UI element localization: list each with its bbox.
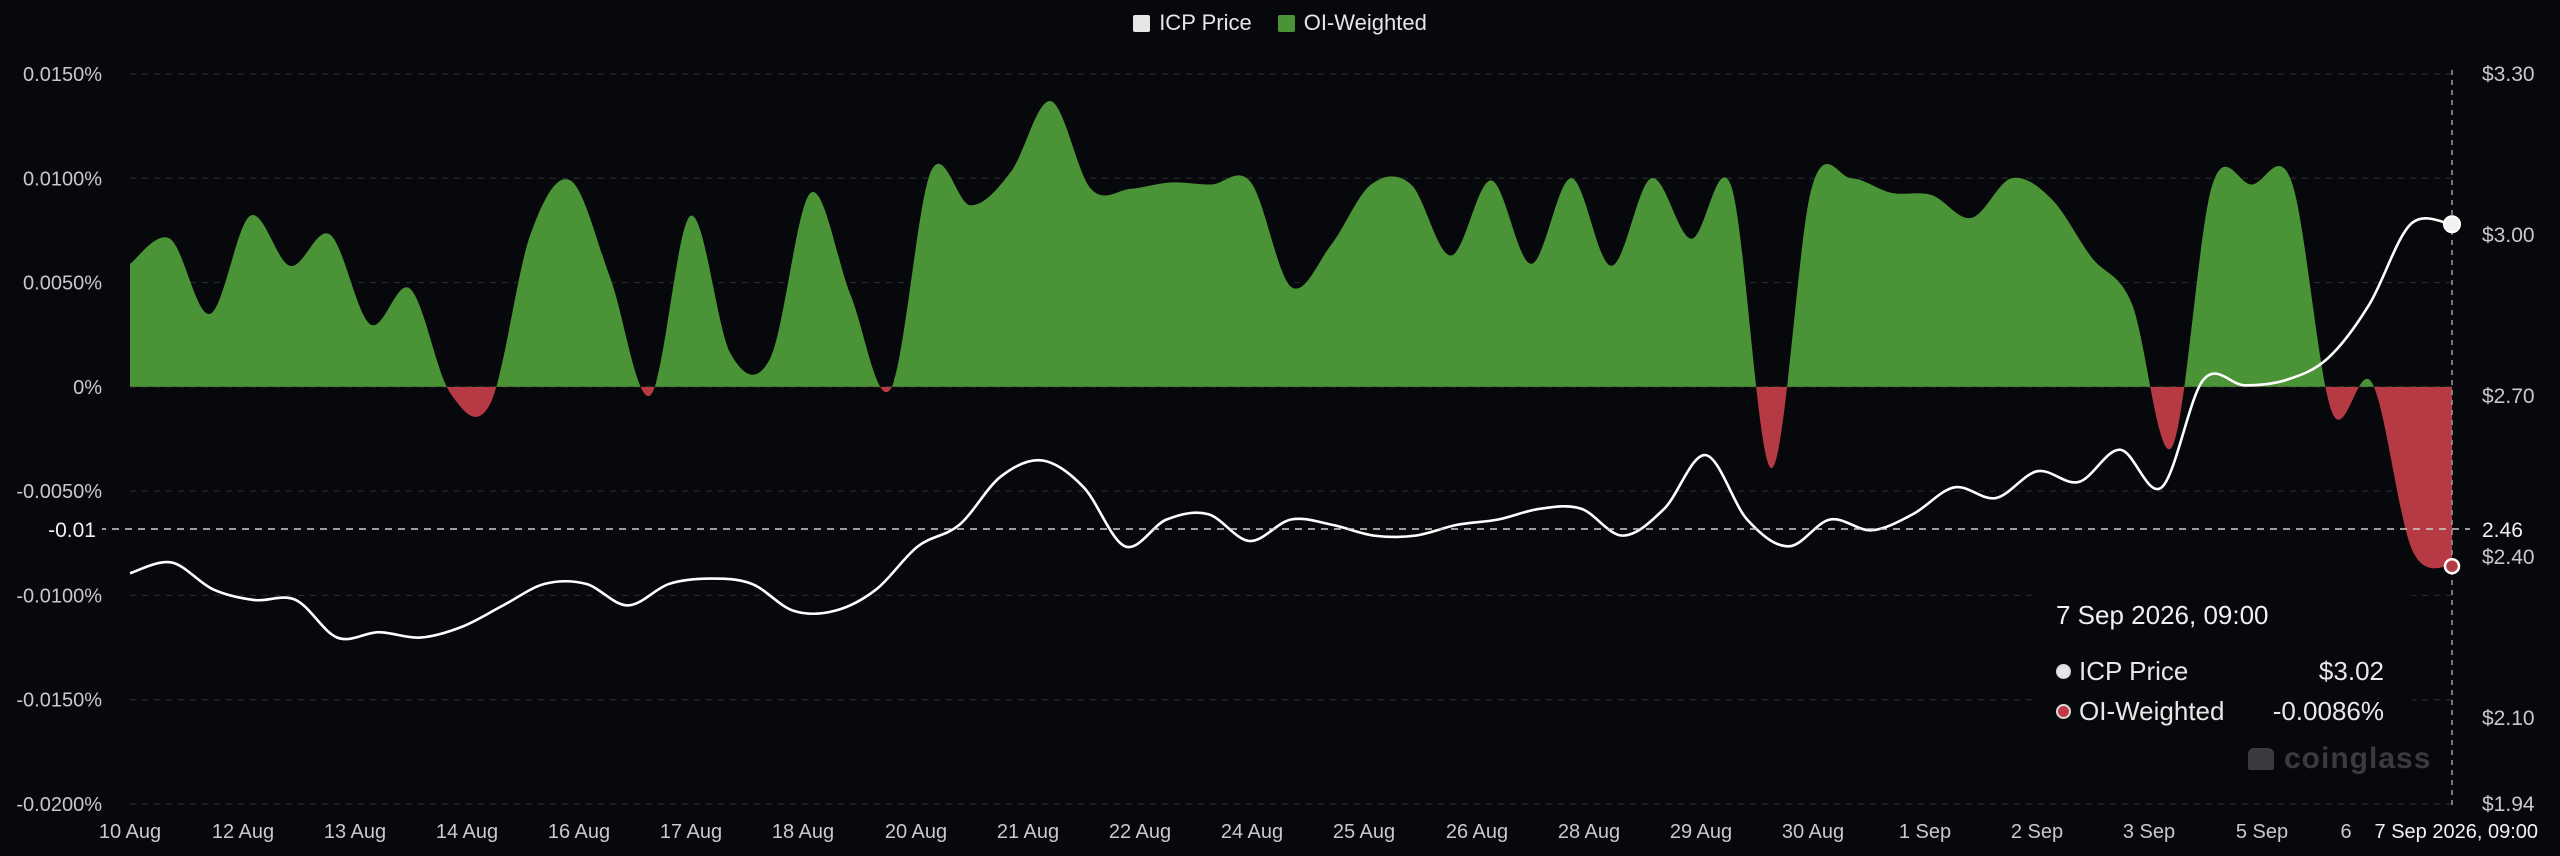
legend-label-price: ICP Price [1159, 10, 1252, 35]
x-axis-tick: 6 [2340, 821, 2351, 843]
x-axis-tick: 16 Aug [548, 821, 610, 843]
x-axis-tick: 7 Sep 2026, 09:00 [2375, 821, 2538, 843]
x-axis-tick: 20 Aug [885, 821, 947, 843]
icp-price-line [129, 217, 2453, 641]
right-axis-tick: $1.94 [2482, 793, 2535, 816]
x-axis-tick: 29 Aug [1670, 821, 1732, 843]
crosshair-right-label: 2.46 [2482, 519, 2523, 542]
oi-area-positive [130, 101, 2452, 387]
tooltip-oi-value: -0.0086% [2272, 696, 2384, 726]
x-axis-tick: 2 Sep [2011, 821, 2063, 843]
coinglass-watermark: coinglass [2248, 742, 2431, 776]
x-axis-tick: 18 Aug [772, 821, 834, 843]
tooltip-price-dot [2056, 664, 2071, 679]
x-axis-tick: 21 Aug [997, 821, 1059, 843]
crosshair-left-label-bg [40, 513, 102, 543]
watermark-text: coinglass [2284, 742, 2432, 775]
crosshair-right-label-bg [2470, 513, 2542, 543]
legend-swatch-oi [1277, 14, 1295, 32]
right-axis-tick: $3.00 [2482, 224, 2535, 247]
legend-item-oi-weighted[interactable]: OI-Weighted [1277, 10, 1427, 36]
oi-end-marker [2443, 557, 2461, 575]
left-axis-tick: 0.0050% [23, 273, 102, 295]
x-axis-tick: 13 Aug [324, 821, 386, 843]
legend-swatch-price [1133, 14, 1151, 32]
tooltip-row-price: ICP Price $3.02 [2056, 656, 2428, 687]
x-axis-tick: 22 Aug [1109, 821, 1171, 843]
right-axis-tick: $2.40 [2482, 546, 2535, 569]
x-axis-tick: 24 Aug [1221, 821, 1283, 843]
price-end-marker [2443, 215, 2461, 234]
right-axis-tick: $2.70 [2482, 385, 2535, 408]
right-axis-tick: $3.30 [2482, 63, 2535, 86]
x-axis-tick: 28 Aug [1558, 821, 1620, 843]
tooltip-price-label: ICP Price [2079, 656, 2189, 686]
x-axis-tick: 10 Aug [99, 821, 161, 843]
right-axis-tick: $2.10 [2482, 707, 2535, 730]
legend-item-icp-price[interactable]: ICP Price [1133, 10, 1252, 36]
chart-legend: ICP Price OI-Weighted [0, 10, 2560, 36]
tooltip-price-value: $3.02 [2318, 656, 2384, 686]
left-axis-tick: 0.0150% [23, 64, 102, 86]
left-axis-tick: -0.0050% [16, 481, 102, 503]
x-axis-tick: 1 Sep [1899, 821, 1951, 843]
coinglass-logo-icon [2248, 748, 2274, 770]
crosshair-left-label: -0.01 [48, 519, 96, 542]
left-axis-tick: 0% [73, 377, 102, 399]
tooltip-oi-label: OI-Weighted [2079, 696, 2225, 726]
left-axis-tick: -0.0150% [16, 690, 102, 712]
chart-tooltip: 7 Sep 2026, 09:00 ICP Price $3.02 OI-Wei… [2032, 582, 2412, 778]
legend-label-oi: OI-Weighted [1303, 10, 1427, 35]
tooltip-oi-dot [2056, 704, 2071, 719]
x-axis-tick: 26 Aug [1446, 821, 1508, 843]
tooltip-row-oi: OI-Weighted -0.0086% [2056, 696, 2428, 727]
x-axis-tick: 30 Aug [1782, 821, 1844, 843]
x-axis-tick: 3 Sep [2123, 821, 2175, 843]
x-axis-tick: 14 Aug [436, 821, 498, 843]
x-axis-tick: 17 Aug [660, 821, 722, 843]
left-axis-tick: -0.0100% [16, 585, 102, 607]
x-axis-tick: 12 Aug [212, 821, 274, 843]
tooltip-title: 7 Sep 2026, 09:00 [2056, 600, 2269, 630]
x-axis-tick: 5 Sep [2236, 821, 2288, 843]
left-axis-tick: 0.0100% [23, 168, 102, 190]
x-axis-tick: 25 Aug [1333, 821, 1395, 843]
left-axis-tick: -0.0200% [16, 794, 102, 816]
